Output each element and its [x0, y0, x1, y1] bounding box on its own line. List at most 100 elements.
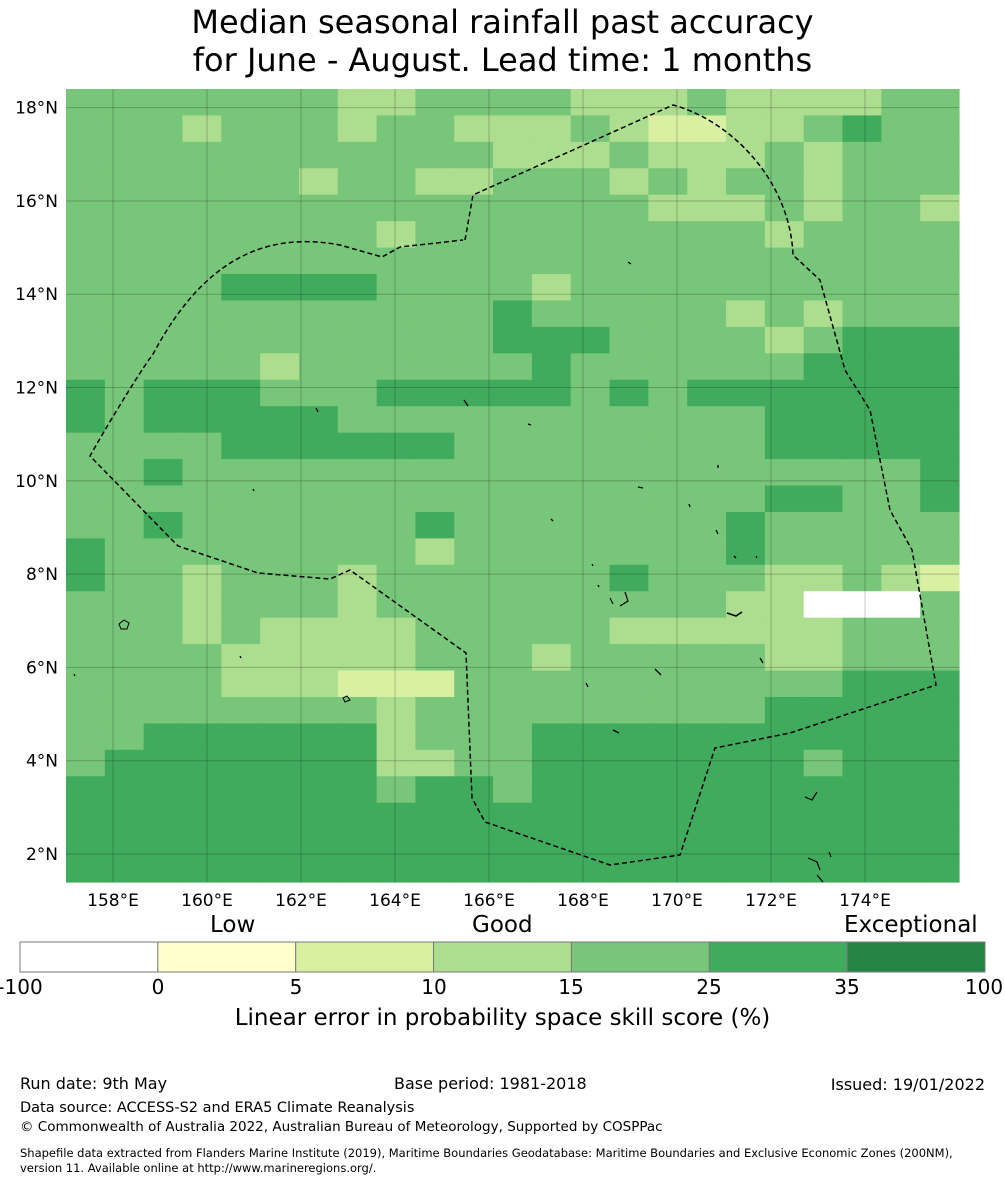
skill-cell: [803, 564, 844, 592]
skill-cell: [570, 564, 611, 592]
skill-cell: [454, 855, 494, 883]
skill-cell: [570, 406, 611, 434]
skill-cell: [609, 644, 649, 672]
skill-cell: [493, 855, 533, 883]
skill-cell: [298, 696, 339, 724]
skill-cell: [182, 274, 222, 302]
skill-cell: [298, 89, 339, 117]
skill-cell: [726, 802, 766, 830]
skill-cell: [454, 485, 494, 513]
skill-cell: [104, 829, 145, 857]
latitude-label: 14°N: [15, 285, 58, 305]
skill-cell: [687, 406, 727, 434]
skill-cell: [531, 221, 572, 249]
skill-cell: [842, 353, 882, 381]
skill-cell: [764, 749, 805, 777]
skill-cell: [376, 696, 417, 724]
skill-cell: [648, 670, 688, 698]
skill-cell: [726, 89, 766, 117]
skill-cell: [609, 300, 649, 328]
latitude-label: 18°N: [15, 99, 58, 119]
skill-cell: [687, 511, 727, 539]
skill-cell: [66, 326, 106, 354]
skill-cell: [842, 644, 882, 672]
skill-cell: [570, 89, 611, 117]
skill-cell: [182, 723, 222, 751]
skill-cell: [764, 644, 805, 672]
skill-cell: [454, 326, 494, 354]
skill-cell: [881, 776, 921, 804]
skill-cell: [803, 670, 844, 698]
skill-cell: [570, 274, 611, 302]
skill-cell: [182, 564, 222, 592]
skill-cell: [376, 749, 417, 777]
skill-cell: [415, 115, 455, 143]
skill-cell: [842, 89, 882, 117]
skill-cell: [454, 89, 494, 117]
skill-cell: [337, 432, 378, 460]
latitude-label: 8°N: [26, 565, 58, 585]
skill-cell: [337, 564, 378, 592]
longitude-label: 164°E: [369, 891, 421, 911]
skill-cell: [376, 723, 417, 751]
skill-cell: [221, 776, 261, 804]
skill-cell: [298, 723, 339, 751]
skill-cell: [648, 696, 688, 724]
skill-cell: [298, 353, 339, 381]
skill-cell: [881, 829, 921, 857]
skill-cell: [609, 221, 649, 249]
map-title-line-1: Median seasonal rainfall past accuracy: [191, 3, 814, 41]
skill-cell: [143, 379, 184, 407]
skill-cell: [66, 115, 106, 143]
skill-cell: [764, 89, 805, 117]
skill-cell: [143, 115, 184, 143]
skill-cell: [104, 274, 145, 302]
skill-cell: [764, 406, 805, 434]
skill-cell: [182, 644, 222, 672]
skill-cell: [764, 274, 805, 302]
skill-cell: [298, 141, 339, 169]
skill-cell: [764, 829, 805, 857]
skill-cell: [221, 247, 261, 275]
skill-cell: [143, 432, 184, 460]
colorbar-segment: [433, 941, 572, 973]
skill-cell: [493, 89, 533, 117]
skill-cell: [104, 538, 145, 566]
skill-cell: [493, 141, 533, 169]
skill-cell: [298, 115, 339, 143]
skill-cell: [376, 538, 417, 566]
skill-cell: [221, 168, 261, 196]
skill-cell: [764, 511, 805, 539]
skill-cell: [104, 89, 145, 117]
skill-cell: [881, 511, 921, 539]
skill-cell: [687, 247, 727, 275]
skill-cell: [454, 802, 494, 830]
skill-cell: [415, 432, 455, 460]
skill-cell: [143, 221, 184, 249]
skill-cell: [104, 511, 145, 539]
skill-cell: [648, 168, 688, 196]
skill-cell: [609, 89, 649, 117]
skill-cell: [726, 723, 766, 751]
skill-cell: [454, 538, 494, 566]
skill-cell: [260, 855, 300, 883]
skill-cell: [104, 591, 145, 619]
skill-cell: [337, 802, 378, 830]
skill-cell: [376, 459, 417, 487]
skill-cell: [881, 617, 921, 645]
skill-cell: [415, 379, 455, 407]
skill-cell: [803, 379, 844, 407]
skill-cell: [260, 644, 300, 672]
skill-cell: [337, 696, 378, 724]
colorbar-header-good: Good: [472, 912, 533, 938]
skill-cell: [764, 247, 805, 275]
skill-cell: [920, 89, 960, 117]
skill-cell: [920, 644, 960, 672]
skill-cell: [570, 485, 611, 513]
skill-cell: [803, 432, 844, 460]
skill-cell: [687, 194, 727, 222]
skill-cell: [298, 538, 339, 566]
skill-cell: [66, 776, 106, 804]
skill-cell: [881, 406, 921, 434]
